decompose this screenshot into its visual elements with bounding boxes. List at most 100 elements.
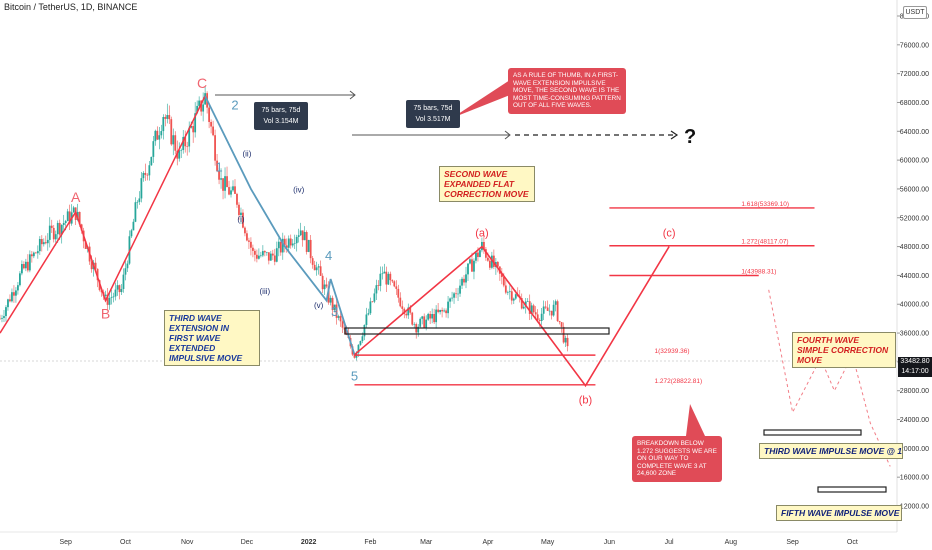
candle-body [263,251,266,253]
wave-label: (a) [475,228,488,240]
wave-label: A [71,189,81,205]
price-tick-label: 28000.00 [900,388,929,395]
candle-body [44,242,47,244]
candle-body [64,221,67,224]
candle-body [285,245,288,248]
candle-body [548,310,551,312]
candle-body [341,321,344,328]
candle-body [277,241,280,249]
candle-body [84,241,87,249]
candle-body [232,186,234,191]
time-tick-label: Dec [241,539,254,546]
candle-body [379,273,382,286]
candle-body [487,257,489,261]
candle-body [1,317,3,319]
candle-body [32,252,35,257]
candle-body [15,290,17,296]
price-tick-label: 56000.00 [900,186,929,193]
candle-body [42,242,45,245]
candle-body [301,230,304,241]
callout-pointer [452,80,510,118]
candle-body [319,266,322,276]
candle-body [514,294,517,299]
candle-body [48,225,51,240]
candle-body [52,227,55,240]
candle-body [62,223,65,225]
fifth-impulse-note: FIFTH WAVE IMPULSE MOVE @ [776,505,902,521]
candle-body [461,278,463,286]
candle-body [297,235,300,237]
wave-label: (iv) [293,186,304,195]
candle-body [473,260,475,272]
candle-body [166,115,169,119]
fib-levels: 1.618(53369.10) 1.272(48117.07) 1(43988.31… [354,201,815,386]
candle-body [445,310,447,314]
time-tick-label: Oct [847,539,858,546]
candle-body [413,324,416,325]
candle-body [441,309,444,312]
candle-body [375,285,378,294]
price-tick-label: 52000.00 [900,215,929,222]
wave-label: B [101,306,110,322]
candle-body [357,344,360,353]
measure-arrow-1-head [349,90,356,100]
time-tick-label: Feb [364,539,376,546]
candle-body [0,318,1,320]
candle-body [369,301,372,314]
candle-body [5,307,7,317]
breakdown-callout: BREAKDOWN BELOW 1.272 SUGGESTS WE ARE ON… [632,436,722,482]
candle-body [311,258,314,265]
candle-body [26,261,29,271]
candle-body [142,172,145,179]
bars-count: 75 bars, 75d [413,105,453,112]
fourth-wave-note: FOURTH WAVE SIMPLE CORRECTION MOVE [792,332,896,368]
currency-badge[interactable]: USDT [903,6,927,19]
candle-body [331,297,334,311]
candle-body [144,172,147,175]
candle-body [397,288,400,298]
candle-body [50,225,53,228]
candle-body [66,211,69,222]
candle-body [279,241,282,253]
candle-body [108,297,111,305]
candle-body [214,135,216,161]
candle-body [299,230,302,236]
candle-body [275,248,278,262]
candle-body [544,306,547,308]
candle-body [502,277,505,286]
measure-arrow-2-head [504,130,511,140]
candle-body [485,249,487,258]
candle-body [387,273,390,285]
candle-body [230,190,232,195]
candle-body [269,253,272,261]
candle-body [182,136,185,150]
wave3-target-zone [763,429,862,436]
candle-body [483,241,485,250]
candle-body [250,241,252,248]
candle-body [226,176,228,188]
candle-body [212,126,214,136]
candle-body [558,320,561,323]
candle-body [104,294,107,296]
candle-body [520,298,523,309]
candle-body [186,146,189,147]
candle-body [407,307,410,316]
candle-body [399,297,402,307]
candle-body [281,238,284,253]
candle-body [554,301,557,305]
candle-body [522,306,525,309]
candle-body [148,165,151,176]
candle-body [365,314,368,325]
candle-body [94,262,97,269]
candle-body [295,236,298,244]
candle-body [283,238,286,246]
candle-body [9,299,11,302]
time-tick-label: Jul [665,539,674,546]
wave-lines [0,95,891,467]
candle-body [542,306,545,314]
candle-body [367,313,370,315]
candle-body [564,337,567,343]
time-axis: Sep Oct Nov Dec 2022 Feb Mar Apr May Jun Jul Aug Sep… [0,531,897,546]
candle-body [289,238,292,246]
